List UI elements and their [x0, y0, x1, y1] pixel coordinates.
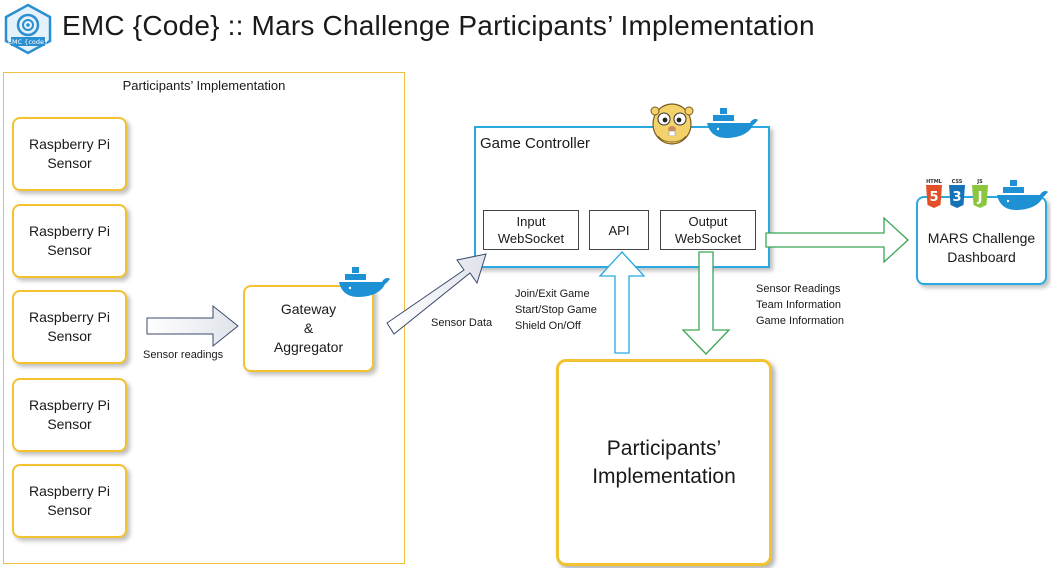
sensor-label-line1: Raspberry Pi	[29, 483, 110, 499]
mars-challenge-dashboard: MARS Challenge Dashboard	[916, 196, 1047, 285]
docker-whale-icon	[997, 180, 1048, 210]
css-icon-label: CSS	[952, 179, 963, 185]
gopher-mascot-icon	[650, 103, 694, 145]
implementation-line2: Implementation	[592, 464, 736, 488]
gateway-line2: &	[303, 320, 314, 336]
arrow-controller-to-dashboard	[765, 216, 909, 264]
js-icon-label: JS	[976, 179, 983, 185]
output-websocket-line2: WebSocket	[674, 231, 742, 246]
sensor-label-line2: Sensor	[47, 328, 92, 344]
arrow-output-to-implementation	[681, 251, 731, 355]
output-info-item: Sensor Readings	[756, 283, 841, 295]
sensor-label-line2: Sensor	[47, 155, 92, 171]
gateway-aggregator: Gateway & Aggregator	[243, 285, 374, 372]
implementation-line1: Participants’	[606, 436, 722, 460]
raspberry-pi-sensor-5: Raspberry Pi Sensor	[12, 464, 127, 538]
sensor-label-line2: Sensor	[47, 416, 92, 432]
docker-whale-icon	[707, 108, 758, 138]
sensor-label-line1: Raspberry Pi	[29, 136, 110, 152]
raspberry-pi-sensor-3: Raspberry Pi Sensor	[12, 290, 127, 364]
sensor-data-label: Sensor Data	[431, 317, 493, 329]
api-command: Start/Stop Game	[515, 304, 597, 316]
participants-implementation-box: Participants’ Implementation	[556, 359, 772, 566]
js-icon: JS J	[972, 179, 988, 208]
sensor-label-line2: Sensor	[47, 502, 92, 518]
output-info-item: Game Information	[756, 315, 845, 327]
sensor-label-line1: Raspberry Pi	[29, 223, 110, 239]
docker-whale-icon	[339, 267, 390, 297]
sensor-readings-label: Sensor readings	[143, 349, 224, 361]
game-controller-label: Game Controller	[480, 135, 591, 152]
participants-frame-label: Participants’ Implementation	[122, 78, 286, 93]
svg-text:J: J	[977, 190, 983, 205]
api-box: API	[589, 210, 649, 250]
api-command: Shield On/Off	[515, 320, 581, 332]
gateway-line3: Aggregator	[273, 339, 344, 355]
svg-text:3: 3	[952, 190, 961, 205]
page-title: EMC {Code} :: Mars Challenge Participant…	[62, 10, 815, 41]
logo-text: EMC {code}	[8, 38, 48, 46]
arrow-sensor-to-gateway	[146, 304, 239, 348]
output-websocket-line1: Output	[688, 214, 728, 229]
api-command: Join/Exit Game	[515, 288, 590, 300]
api-commands-label: Join/Exit Game Start/Stop Game Shield On…	[515, 286, 597, 334]
output-info-label: Sensor Readings Team Information Game In…	[756, 281, 844, 329]
arrow-gateway-to-controller	[386, 253, 487, 335]
input-websocket: Input WebSocket	[483, 210, 579, 250]
dashboard-line2: Dashboard	[947, 248, 1016, 265]
input-websocket-line1: Input	[516, 214, 546, 229]
api-label: API	[608, 222, 630, 238]
svg-text:5: 5	[929, 190, 938, 205]
raspberry-pi-sensor-2: Raspberry Pi Sensor	[12, 204, 127, 278]
sensor-label-line2: Sensor	[47, 242, 92, 258]
output-info-item: Team Information	[756, 299, 841, 311]
html-icon-label: HTML	[926, 179, 943, 185]
dashboard-line1: MARS Challenge	[927, 229, 1036, 246]
arrow-to-api	[598, 251, 646, 354]
sensor-label-line1: Raspberry Pi	[29, 397, 110, 413]
sensor-label-line1: Raspberry Pi	[29, 309, 110, 325]
output-websocket: Output WebSocket	[660, 210, 756, 250]
css-icon: CSS 3	[949, 179, 965, 208]
gateway-line1: Gateway	[280, 301, 337, 317]
emc-code-logo: EMC {code}	[4, 3, 52, 55]
html-icon: HTML 5	[926, 179, 943, 208]
input-websocket-line2: WebSocket	[497, 231, 565, 246]
raspberry-pi-sensor-4: Raspberry Pi Sensor	[12, 378, 127, 452]
raspberry-pi-sensor-1: Raspberry Pi Sensor	[12, 117, 127, 191]
